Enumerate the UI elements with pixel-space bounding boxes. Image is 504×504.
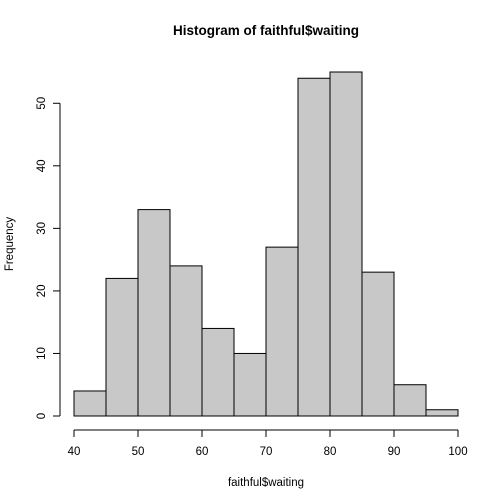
histogram-bar-85-90 [361, 271, 395, 417]
histogram-bar-70-75 [265, 246, 299, 417]
histogram-bar-80-85 [329, 71, 363, 417]
chart-title: Histogram of faithful$waiting [173, 23, 359, 38]
x-tick-label-100: 100 [448, 446, 467, 458]
y-tick-label-30: 30 [36, 222, 48, 235]
y-tick-label-40: 40 [36, 159, 48, 172]
histogram-bar-45-50 [105, 277, 139, 417]
x-tick-label-40: 40 [68, 446, 81, 458]
x-tick-label-60: 60 [196, 446, 209, 458]
y-tick-label-50: 50 [36, 97, 48, 110]
histogram-bar-90-95 [393, 384, 427, 417]
bars-group [73, 71, 459, 417]
histogram-bar-75-80 [297, 77, 331, 417]
x-tick-label-80: 80 [324, 446, 337, 458]
x-tick-label-90: 90 [388, 446, 401, 458]
histogram-bar-55-60 [169, 265, 203, 417]
x-axis-label: faithful$waiting [228, 477, 304, 489]
y-tick-label-10: 10 [36, 347, 48, 360]
x-axis: 40 50 60 70 80 90 100 [68, 429, 468, 458]
histogram-bar-60-65 [201, 327, 235, 417]
y-tick-label-0: 0 [36, 413, 48, 419]
histogram-bar-50-55 [137, 209, 171, 417]
histogram-bar-65-70 [233, 352, 267, 417]
histogram-bar-40-45 [73, 390, 107, 417]
y-axis-label: Frequency [4, 217, 16, 272]
histogram-bar-95-100 [425, 409, 459, 417]
y-axis: 0 10 20 30 40 50 [36, 97, 61, 419]
y-tick-label-20: 20 [36, 285, 48, 298]
x-tick-label-70: 70 [260, 446, 273, 458]
x-tick-label-50: 50 [132, 446, 145, 458]
